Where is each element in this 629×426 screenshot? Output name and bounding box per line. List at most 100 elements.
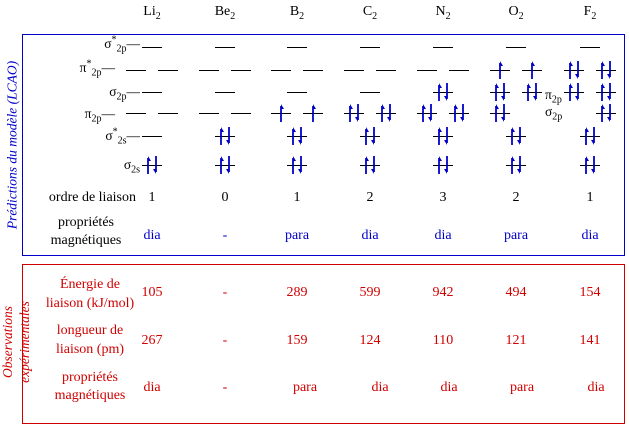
- model-magnetic-n2: dia: [434, 228, 452, 243]
- b2-sigma2s-star-line: [287, 136, 307, 137]
- c2-sigma2s-line: [360, 165, 380, 166]
- b2-pi2p-a: [271, 104, 291, 122]
- bond-length-b2: 159: [286, 333, 308, 348]
- f2-sigma2s-star-electron-down: [591, 127, 597, 149]
- label-f2-pi2p: π2p: [545, 87, 562, 106]
- b2-sigma2s-star-electron-down: [298, 127, 304, 149]
- be2-sigma2s-star: [215, 127, 235, 145]
- li2-pi2p-star-a: [126, 61, 146, 79]
- f2-sigma2s-star-line: [580, 136, 600, 137]
- n2-pi2p-star-b-line: [449, 70, 469, 71]
- n2-sigma2p-star: [433, 38, 453, 56]
- li2-sigma2s-electron-down: [153, 156, 159, 178]
- li2-pi2p-b: [158, 104, 178, 122]
- bond-order-label: ordre de liaison: [48, 190, 136, 205]
- be2-pi2p-star-b-line: [231, 70, 251, 71]
- o2-sigma2p-line: [490, 113, 510, 114]
- be2-sigma2s-electron-down: [226, 156, 232, 178]
- n2-sigma2p-electron-up: [436, 83, 442, 105]
- observed-magnetic-n2: dia: [440, 380, 458, 395]
- molecule-header-f2: F2: [583, 4, 597, 22]
- bond-order-f2: 1: [586, 190, 594, 205]
- o2-pi2p-b-line: [522, 92, 542, 93]
- n2-pi2p-a: [417, 104, 437, 122]
- f2-pi2p-b-line: [596, 92, 616, 93]
- b2-sigma2p-line: [287, 92, 307, 93]
- b2-sigma2s-line: [287, 165, 307, 166]
- f2-pi2p-star-a-electron-up: [567, 61, 573, 83]
- bond-length-be2: -: [222, 333, 228, 348]
- o2-sigma2s: [506, 156, 526, 174]
- o2-sigma2p-electron-up: [493, 104, 499, 126]
- c2-pi2p-a-electron-down: [355, 104, 361, 126]
- observed-magnetic-o2: para: [509, 380, 535, 395]
- o2-pi2p-a-electron-up: [493, 83, 499, 105]
- bond-order-c2: 2: [366, 190, 374, 205]
- be2-pi2p-star-a: [199, 61, 219, 79]
- f2-pi2p-b-electron-down: [607, 83, 613, 105]
- b2-sigma2s-star-electron-up: [290, 127, 296, 149]
- c2-sigma2s-electron-up: [363, 156, 369, 178]
- o2-pi2p-star-a-electron-up: [497, 61, 503, 83]
- n2-pi2p-b-electron-down: [460, 104, 466, 126]
- o2-sigma2s-line: [506, 165, 526, 166]
- n2-pi2p-star-b: [449, 61, 469, 79]
- c2-pi2p-star-b: [376, 61, 396, 79]
- bond-energy-be2: -: [222, 285, 228, 300]
- lcao-panel-title: Prédictions du modèle (LCAO): [4, 60, 20, 230]
- n2-sigma2p-star-line: [433, 47, 453, 48]
- b2-pi2p-star-a-line: [271, 70, 291, 71]
- b2-pi2p-star-a: [271, 61, 291, 79]
- o2-pi2p-b-electron-up: [525, 83, 531, 105]
- b2-sigma2s-star: [287, 127, 307, 145]
- f2-pi2p-star-a: [564, 61, 584, 79]
- n2-pi2p-star-a: [417, 61, 437, 79]
- b2-sigma2s: [287, 156, 307, 174]
- c2-sigma2s-star-electron-up: [363, 127, 369, 149]
- c2-pi2p-b: [376, 104, 396, 122]
- o2-pi2p-star-b-electron-up: [529, 61, 535, 83]
- bond-energy-li2: 105: [141, 285, 163, 300]
- f2-pi2p-star-a-electron-down: [575, 61, 581, 83]
- li2-pi2p-star-b-line: [158, 70, 178, 71]
- bond-energy-o2: 494: [505, 285, 527, 300]
- be2-pi2p-star-b: [231, 61, 251, 79]
- c2-sigma2s-star: [360, 127, 380, 145]
- c2-sigma2s-electron-down: [371, 156, 377, 178]
- b2-pi2p-b-electron-up: [310, 104, 316, 126]
- observations-panel-title: Observations expérimentales: [0, 301, 32, 383]
- b2-pi2p-b: [303, 104, 323, 122]
- o2-pi2p-star-b: [522, 61, 542, 79]
- li2-sigma2p-star: [142, 38, 162, 56]
- molecule-header-n2: N2: [435, 4, 451, 22]
- li2-pi2p-b-line: [158, 113, 178, 114]
- b2-sigma2p-star-line: [287, 47, 307, 48]
- label-sigma2s-star: σ*2s—: [105, 126, 140, 147]
- f2-pi2p-b-electron-up: [599, 83, 605, 105]
- molecule-header-li2: Li2: [143, 4, 161, 22]
- o2-pi2p-a: [490, 83, 510, 101]
- observed-magnetic-f2: dia: [587, 380, 605, 395]
- c2-pi2p-b-line: [376, 113, 396, 114]
- n2-sigma2p-line: [433, 92, 453, 93]
- length-label-1: longueur de: [56, 323, 124, 338]
- b2-pi2p-star-b: [303, 61, 323, 79]
- b2-sigma2s-electron-up: [290, 156, 296, 178]
- c2-pi2p-a-line: [344, 113, 364, 114]
- f2-sigma2p-star-line: [580, 47, 600, 48]
- be2-sigma2s-electron-up: [218, 156, 224, 178]
- f2-pi2p-a: [564, 83, 584, 101]
- observed-magnetic-c2: dia: [371, 380, 389, 395]
- li2-pi2p-star-a-line: [126, 70, 146, 71]
- bond-energy-f2: 154: [579, 285, 601, 300]
- li2-pi2p-star-b: [158, 61, 178, 79]
- li2-sigma2p: [142, 83, 162, 101]
- f2-sigma2p-star: [580, 38, 600, 56]
- bond-energy-c2: 599: [359, 285, 381, 300]
- be2-sigma2s: [215, 156, 235, 174]
- n2-pi2p-b-line: [449, 113, 469, 114]
- f2-sigma2s-star: [580, 127, 600, 145]
- bond-order-b2: 1: [293, 190, 301, 205]
- o2-pi2p-b: [522, 83, 542, 101]
- be2-sigma2s-star-electron-up: [218, 127, 224, 149]
